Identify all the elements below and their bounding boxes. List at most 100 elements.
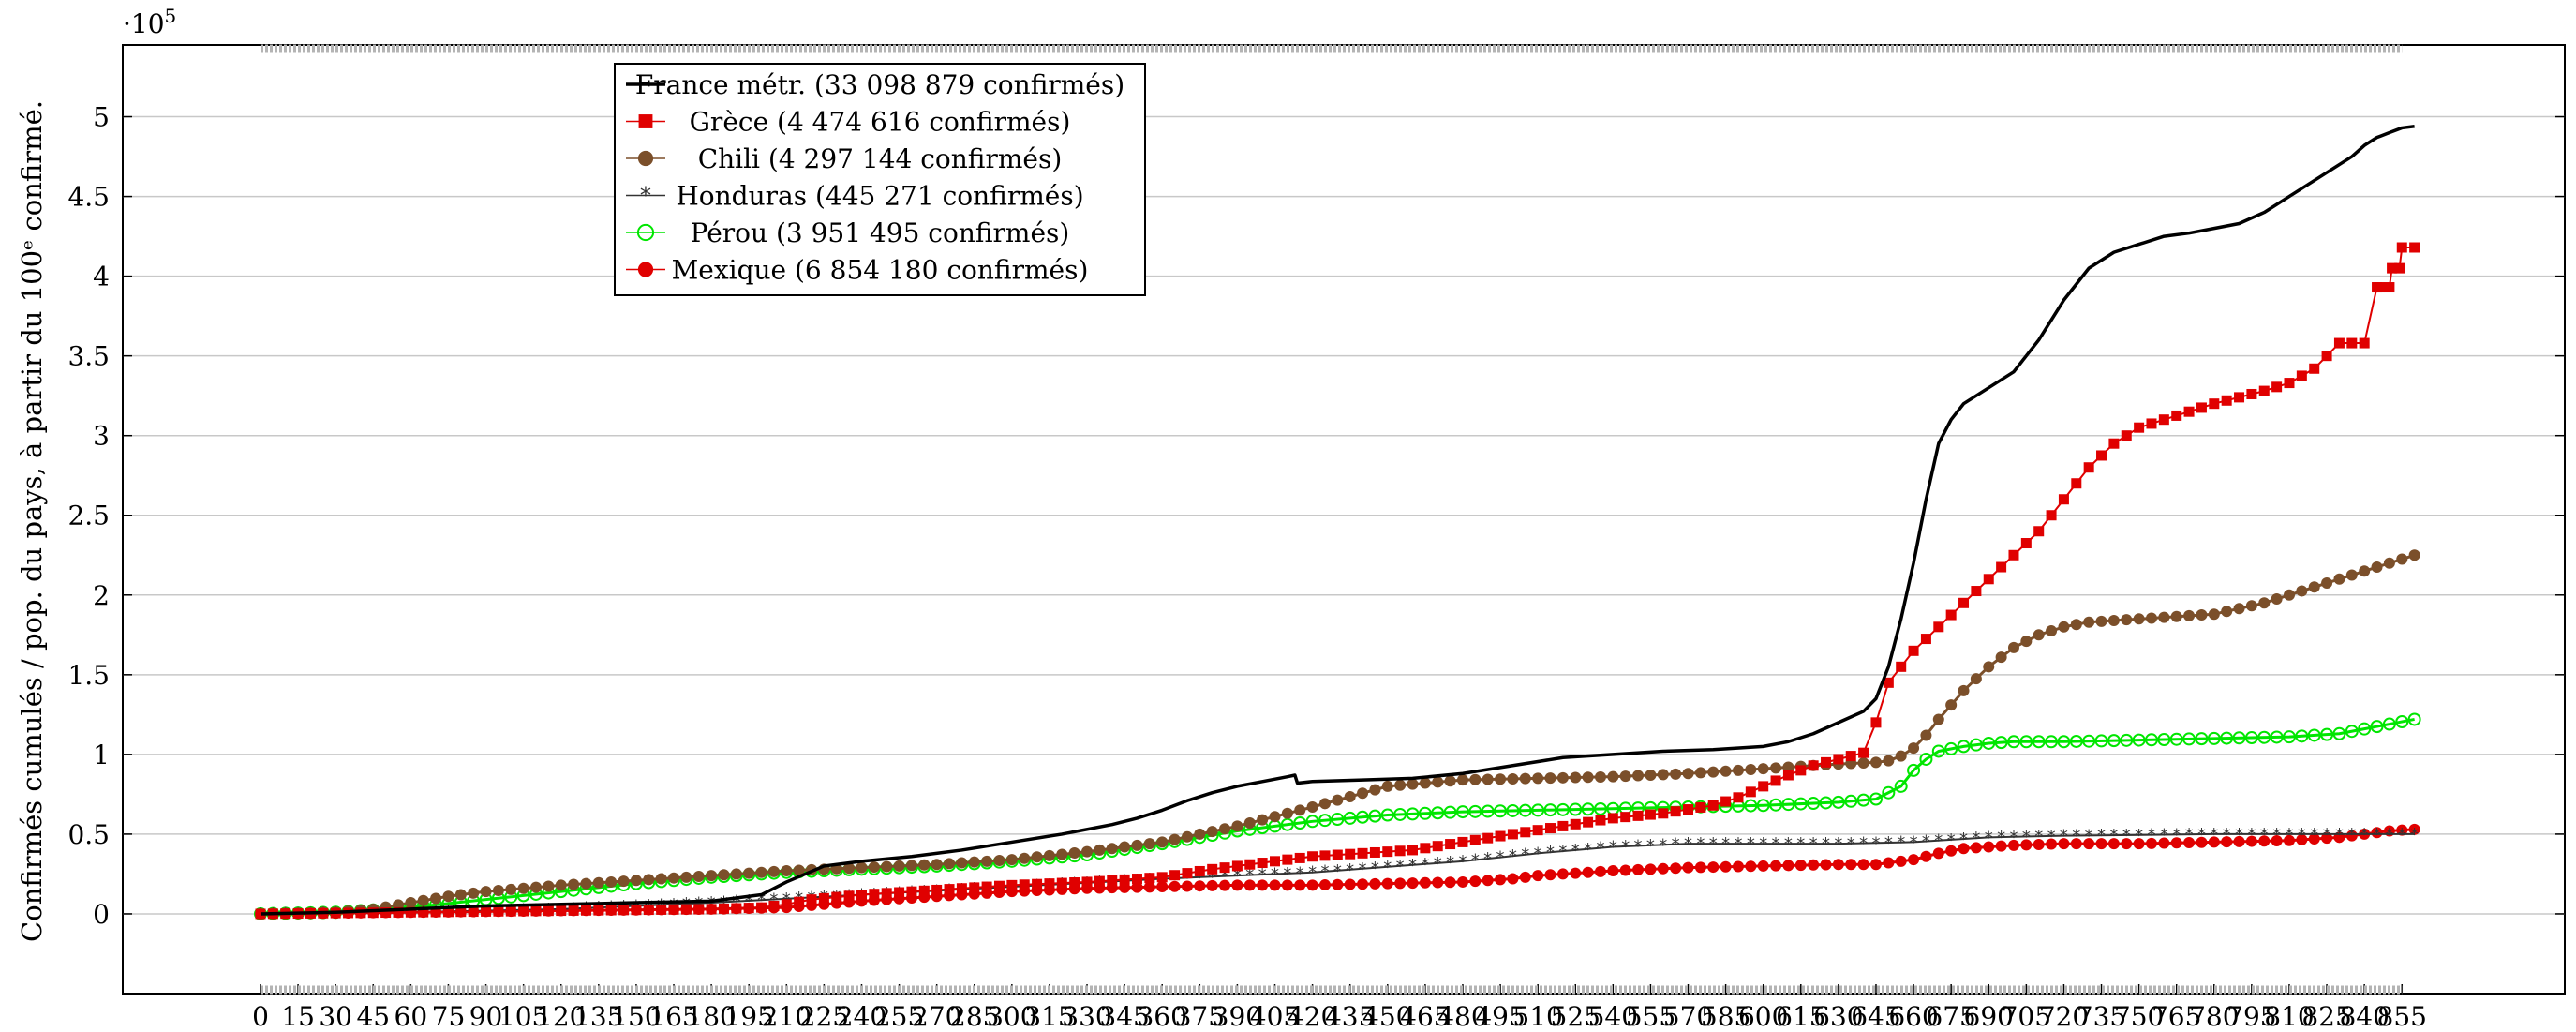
data-point-star: *	[1208, 867, 1216, 887]
data-point-dot	[1306, 879, 1318, 891]
x-tick-label: 135	[573, 1001, 623, 1032]
data-point-star: *	[1621, 837, 1630, 857]
data-point-circle	[568, 878, 580, 890]
data-point-circle	[1469, 773, 1482, 785]
data-point-dot	[2145, 837, 2157, 849]
data-point-hollow-circle	[1894, 779, 1908, 793]
data-point-square	[1833, 754, 1844, 765]
data-point-hollow-circle	[1844, 794, 1858, 808]
data-point-star: *	[2210, 825, 2218, 845]
data-point-square	[1407, 845, 1419, 856]
data-point-dot	[1983, 841, 1995, 853]
x-tick-label: 435	[1325, 1001, 1375, 1032]
data-point-dot	[1556, 868, 1569, 880]
data-point-dot	[1582, 866, 1594, 878]
data-point-square	[831, 891, 842, 903]
data-point-square	[2394, 262, 2405, 274]
data-point-hollow-circle	[1819, 796, 1833, 810]
data-point-square	[2409, 242, 2420, 253]
data-point-square	[2146, 418, 2157, 429]
data-point-circle	[793, 864, 805, 876]
data-point-square	[1658, 808, 1669, 819]
data-point-dot	[2208, 836, 2220, 848]
data-point-star: *	[1997, 828, 2005, 847]
y-axis: 0 0.5 1 1.5 2 2.5 3 3.5 4 4.5 5	[67, 102, 2565, 930]
data-point-dot	[2121, 838, 2133, 850]
data-point-square	[2008, 549, 2019, 561]
data-point-square	[1282, 854, 1293, 865]
data-point-square	[2321, 351, 2332, 362]
data-point-hollow-circle	[636, 223, 655, 242]
data-point-circle	[1908, 742, 1920, 755]
data-point-square	[656, 904, 667, 915]
x-tick-label: 630	[1813, 1001, 1863, 1032]
data-point-square	[1119, 874, 1130, 885]
y-tick-label: 1.5	[67, 660, 110, 691]
x-tick-label: 180	[686, 1001, 736, 1032]
data-point-circle	[1682, 768, 1694, 780]
data-point-dot	[2271, 835, 2283, 847]
data-point-dot	[1945, 845, 1958, 857]
data-point-star: *	[1408, 856, 1417, 875]
data-point-star: *	[2285, 825, 2293, 845]
data-point-square	[1570, 818, 1581, 830]
data-point-star: *	[2034, 827, 2043, 846]
data-point-star: *	[1709, 834, 1718, 854]
data-point-dot	[2308, 833, 2320, 845]
data-point-square	[568, 905, 579, 916]
legend-label: Honduras (445 271 confirmés)	[676, 181, 1083, 212]
data-point-square	[881, 888, 892, 899]
y-tick-label: 5	[93, 102, 110, 133]
data-point-dot	[1432, 876, 1444, 889]
data-point-square	[1545, 823, 1556, 834]
x-axis: 0 15 30 45 60 75 90105120135150165180195210225…	[252, 984, 2427, 1032]
data-point-circle	[2333, 573, 2345, 585]
data-point-dot	[2321, 832, 2333, 845]
data-point-square	[1507, 829, 1518, 840]
data-point-star: *	[745, 891, 753, 911]
data-point-star: *	[1371, 859, 1379, 878]
data-point-circle	[2345, 569, 2358, 581]
data-point-square	[1432, 841, 1443, 852]
data-point-square	[580, 905, 591, 916]
x-tick-label: 285	[949, 1001, 999, 1032]
data-point-hollow-circle	[2069, 734, 2083, 748]
data-point-circle	[1782, 761, 1794, 773]
data-point-square	[2209, 398, 2220, 410]
data-point-square	[430, 906, 441, 918]
data-point-star: *	[2247, 825, 2256, 845]
data-point-hollow-circle	[2144, 733, 2158, 747]
data-point-dot	[1419, 876, 1431, 889]
data-point-hollow-circle	[2282, 730, 2296, 744]
data-point-hollow-circle	[2257, 730, 2271, 744]
data-point-hollow-circle	[1418, 806, 1432, 820]
data-point-star: *	[2373, 825, 2381, 845]
data-point-star: *	[1734, 834, 1742, 854]
data-point-dot	[2371, 827, 2383, 839]
series-2	[255, 549, 2420, 920]
x-tick-label: 570	[1663, 1001, 1713, 1032]
data-point-circle	[1958, 684, 1970, 696]
data-point-star: *	[1934, 831, 1943, 851]
plot-area-frame	[122, 44, 2566, 995]
data-point-hollow-circle	[1481, 804, 1495, 818]
data-point-square	[680, 904, 692, 915]
x-tick-label: 585	[1701, 1001, 1750, 1032]
data-point-hollow-circle	[1581, 802, 1595, 816]
data-point-square	[1056, 877, 1067, 889]
data-point-dot	[1908, 854, 1920, 866]
data-point-star: *	[2060, 827, 2068, 846]
data-point-square	[906, 886, 917, 897]
data-point-star: *	[694, 894, 703, 914]
data-point-square	[2096, 450, 2107, 461]
data-point-square	[869, 889, 880, 900]
data-point-hollow-circle	[1393, 807, 1407, 821]
data-point-circle	[1031, 851, 1043, 863]
data-point-square	[743, 903, 754, 914]
data-point-star: *	[2298, 825, 2306, 845]
y-tick-label: 2.5	[67, 501, 110, 531]
data-point-star: *	[1221, 867, 1229, 887]
data-point-dot	[2133, 838, 2145, 850]
data-point-circle	[718, 869, 730, 881]
data-point-square	[756, 902, 767, 913]
